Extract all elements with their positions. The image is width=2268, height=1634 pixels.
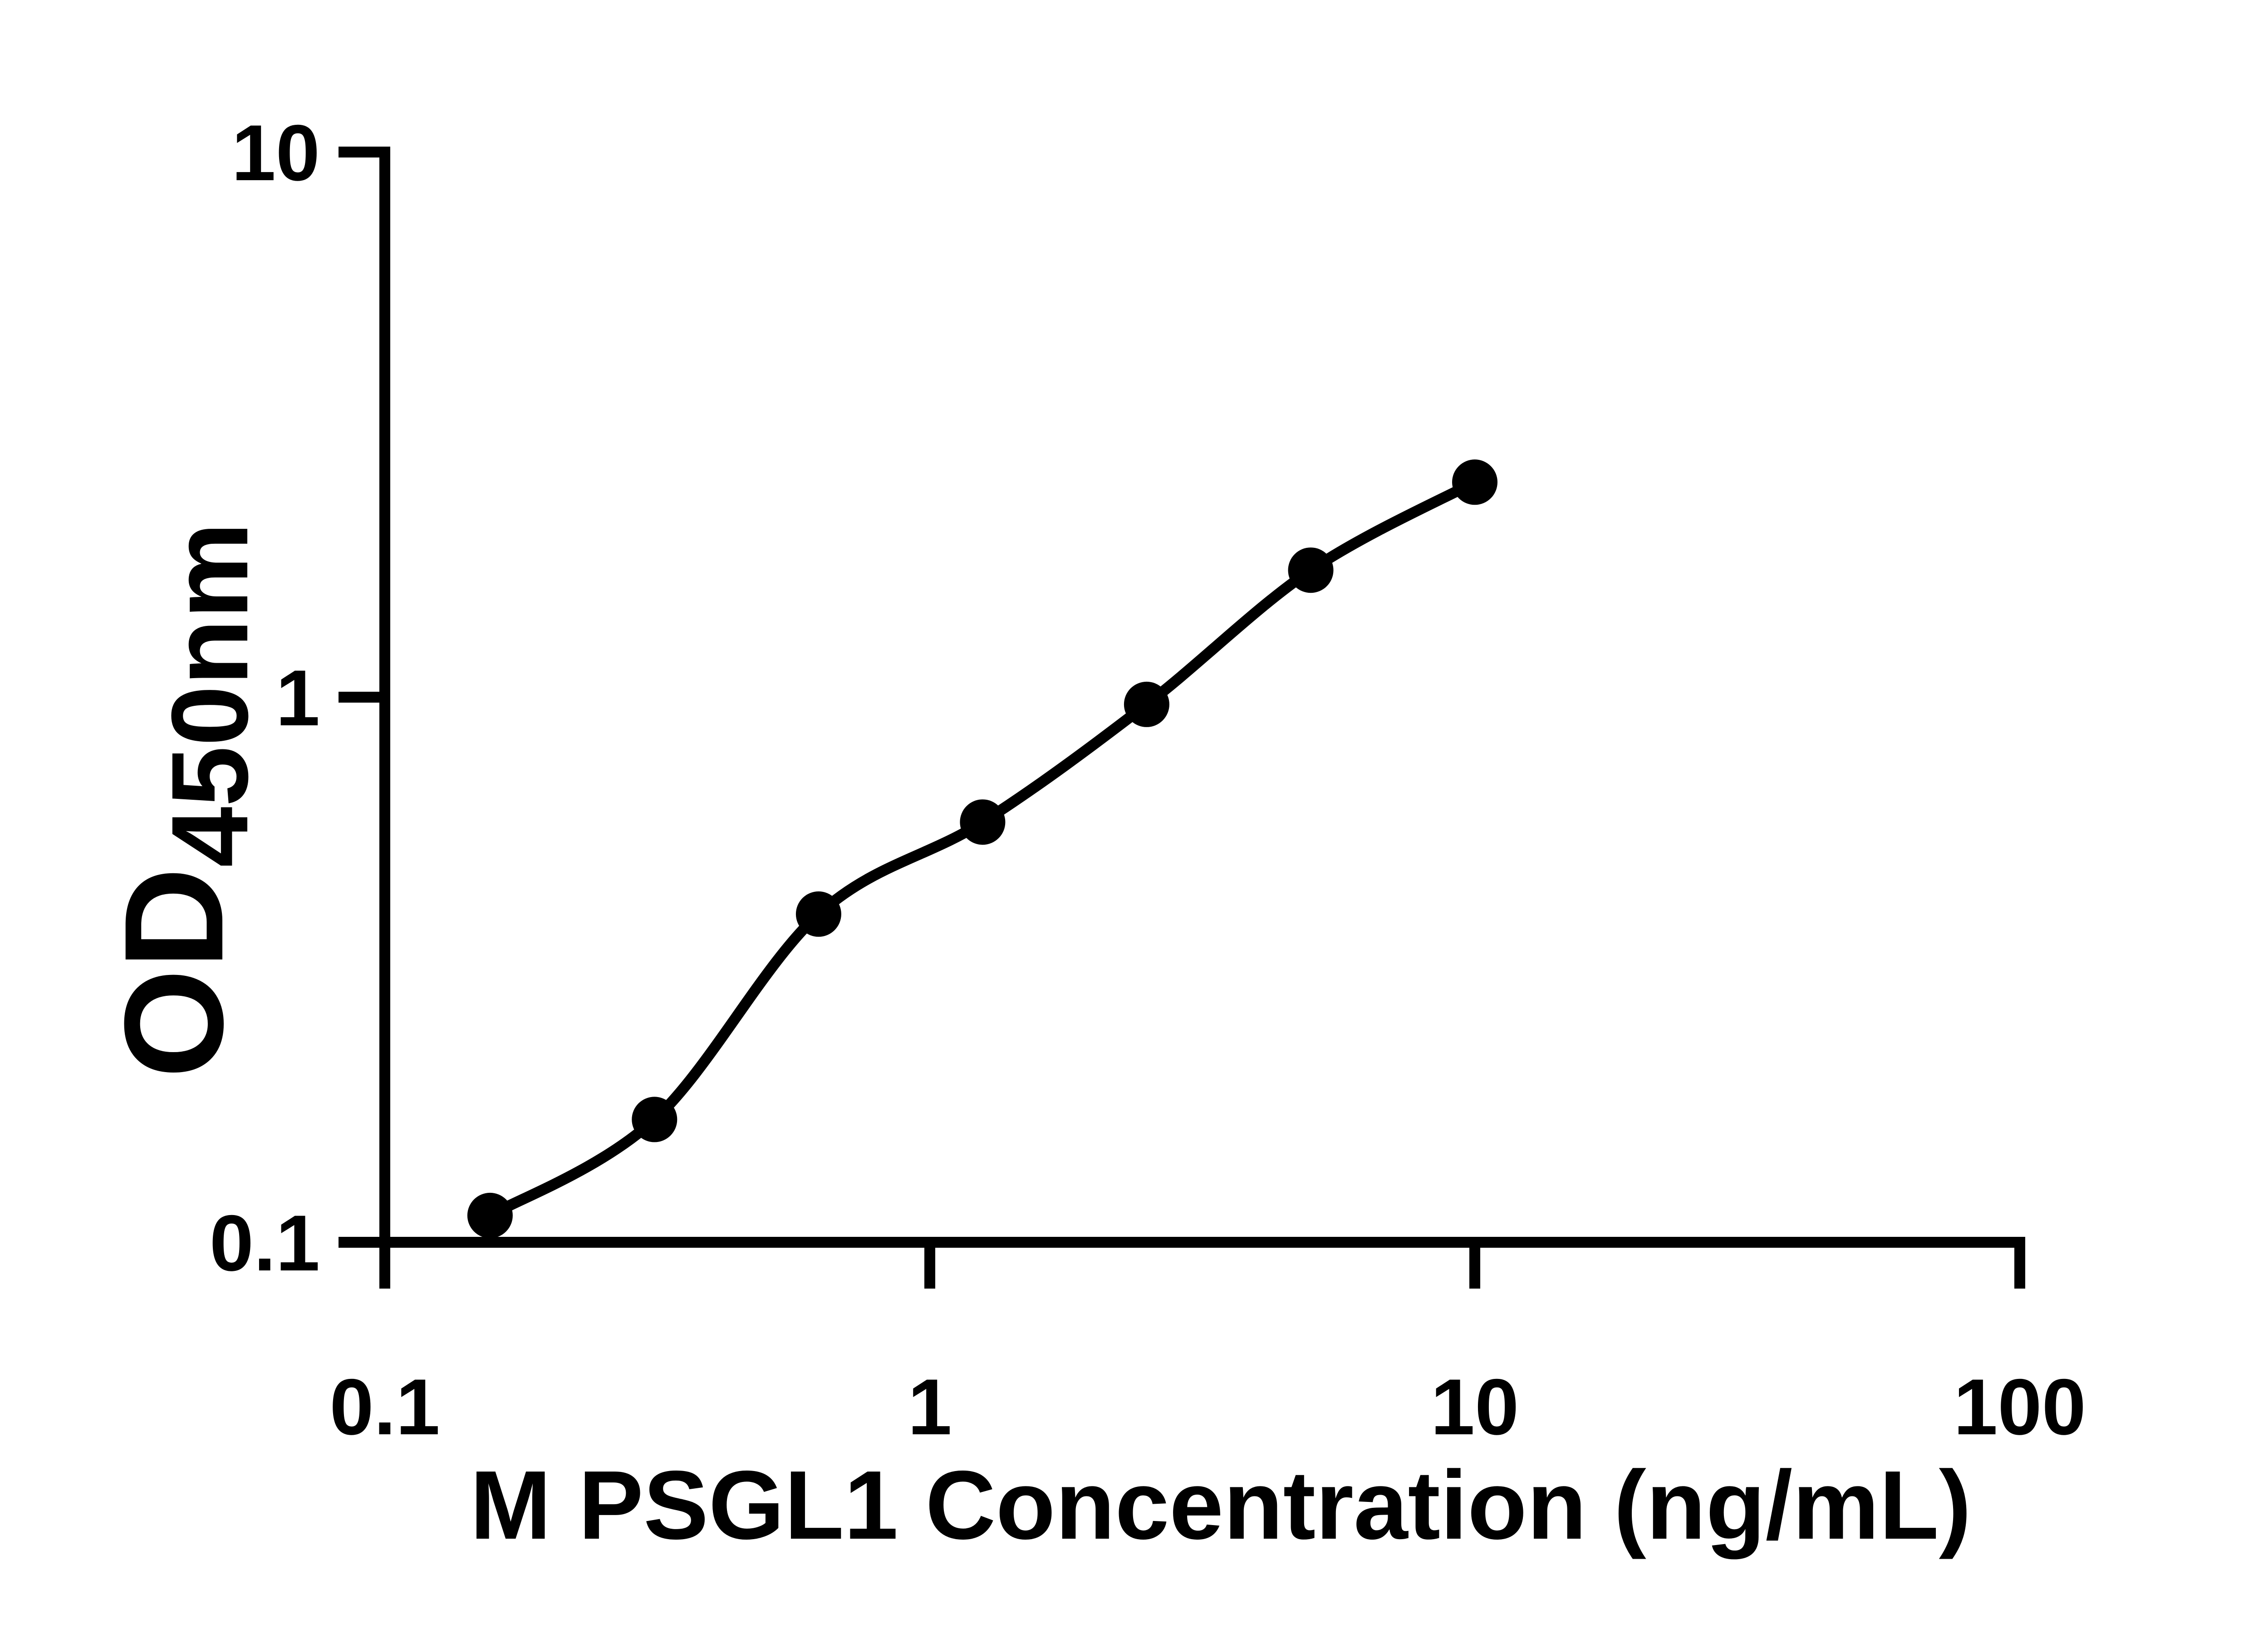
y-tick-label: 1 (276, 654, 320, 743)
points-layer (467, 459, 1497, 1238)
y-axis-tick (339, 1237, 379, 1248)
data-point (467, 1192, 513, 1238)
x-axis-tick (924, 1248, 935, 1289)
data-point (632, 1097, 677, 1142)
x-axis-tick (1469, 1248, 1480, 1289)
y-axis-title-main: OD (95, 867, 252, 1078)
axes-layer (379, 147, 2025, 1248)
y-axis-title-sub: 450nm (149, 522, 270, 867)
data-point (1288, 547, 1334, 593)
y-tick-label: 10 (231, 109, 320, 197)
y-axis-tick (339, 147, 379, 157)
y-axis-line (379, 147, 390, 1248)
x-axis-tick (2014, 1248, 2025, 1289)
data-point (1124, 681, 1169, 727)
data-point (795, 891, 841, 937)
y-axis-title: OD450nm (95, 522, 270, 1078)
y-tick-label: 0.1 (210, 1199, 320, 1288)
x-tick-label: 1 (908, 1363, 952, 1452)
x-tick-label: 10 (1431, 1363, 1519, 1452)
x-axis-tick (379, 1248, 390, 1289)
ticks-layer (339, 147, 2025, 1289)
data-point (1452, 459, 1497, 505)
x-axis-title: M PSGL1 Concentration (ng/mL) (470, 1450, 1972, 1560)
x-axis-line (379, 1237, 2025, 1248)
tick-labels-layer: 10 1 0.10.1 1 10 100 (210, 109, 2086, 1452)
x-tick-label: 100 (1954, 1363, 2086, 1452)
y-axis-tick (339, 692, 379, 703)
data-point (960, 799, 1006, 845)
x-tick-label: 0.1 (329, 1363, 440, 1452)
